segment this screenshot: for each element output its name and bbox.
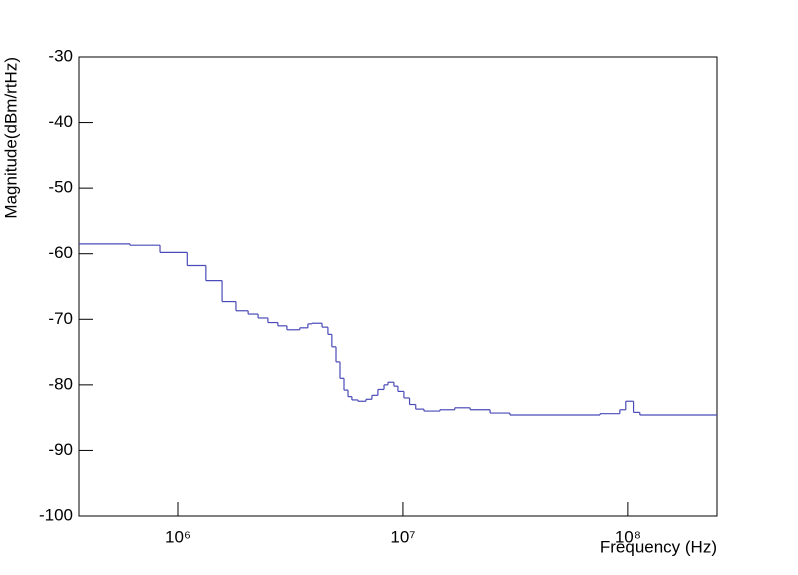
- x-tick-label: 10⁸: [615, 527, 641, 546]
- y-tick-label: -80: [48, 374, 73, 393]
- y-tick-label: -100: [39, 505, 73, 524]
- y-tick-label: -50: [48, 178, 73, 197]
- y-tick-label: -30: [48, 46, 73, 65]
- plot-frame: [78, 56, 718, 517]
- x-tick-label: 10⁶: [165, 527, 191, 546]
- y-tick-label: -60: [48, 243, 73, 262]
- x-axis-label: Frequency (Hz): [600, 537, 717, 556]
- y-tick-label: -70: [48, 309, 73, 328]
- y-tick-label: -40: [48, 112, 73, 131]
- x-tick-label: 10⁷: [390, 527, 415, 546]
- y-axis-label: Magnitude(dBm/rtHz): [1, 57, 20, 219]
- y-tick-label: -90: [48, 440, 73, 459]
